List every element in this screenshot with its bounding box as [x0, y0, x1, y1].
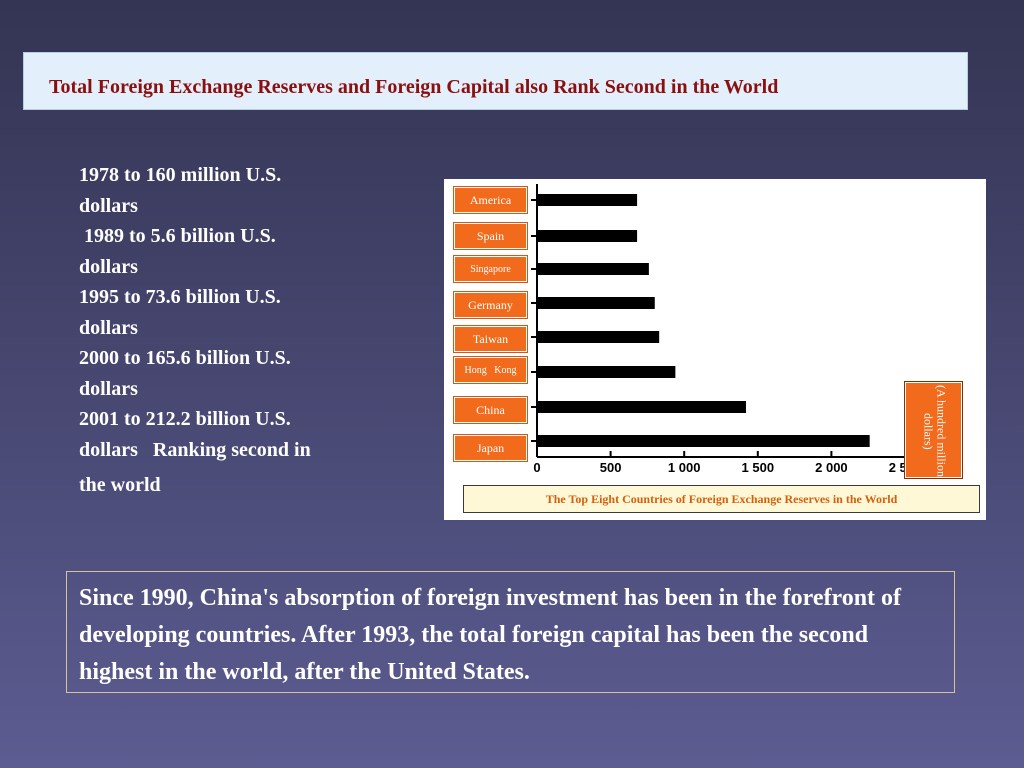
- bar-7: [537, 435, 870, 447]
- country-label: Taiwan: [453, 325, 528, 353]
- country-label: Japan: [453, 434, 528, 462]
- x-tick-label: 1 500: [742, 460, 775, 475]
- country-label: Germany: [453, 291, 528, 319]
- x-tick-label: 0: [533, 460, 540, 475]
- slide-title: Total Foreign Exchange Reserves and Fore…: [49, 76, 779, 98]
- growth-line: the world: [79, 474, 161, 496]
- growth-line: dollars: [79, 255, 138, 278]
- summary-text: Since 1990, China's absorption of foreig…: [79, 585, 902, 685]
- growth-line: 2000 to 165.6 billion U.S.: [79, 347, 291, 369]
- growth-line: 2001 to 212.2 billion U.S.: [79, 408, 291, 430]
- bar-3: [537, 297, 655, 309]
- growth-line: 1995 to 73.6 billion U.S.: [79, 286, 281, 308]
- country-label: Hong Kong: [453, 356, 528, 384]
- bar-1: [537, 230, 638, 242]
- summary-box: Since 1990, China's absorption of foreig…: [66, 571, 955, 693]
- chart-caption: The Top Eight Countries of Foreign Excha…: [463, 485, 980, 513]
- unit-label-box: (A hundred million dollars): [904, 381, 963, 479]
- country-label: Singapore: [453, 255, 528, 283]
- growth-line: dollars Ranking second in: [79, 438, 311, 461]
- bar-5: [537, 366, 676, 378]
- growth-line: dollars: [79, 194, 138, 217]
- growth-line: 1978 to 160 million U.S.: [79, 164, 282, 186]
- country-label: Spain: [453, 222, 528, 250]
- growth-line: dollars: [79, 377, 138, 400]
- x-tick-label: 1 000: [668, 460, 701, 475]
- title-box: Total Foreign Exchange Reserves and Fore…: [23, 52, 968, 110]
- growth-line: dollars: [79, 316, 138, 339]
- x-tick-label: 500: [600, 460, 622, 475]
- unit-label: (A hundred million dollars): [921, 385, 949, 477]
- reserves-growth-list: 1978 to 160 million U.S. dollars 1989 to…: [79, 160, 399, 501]
- country-label: America: [453, 186, 528, 214]
- growth-line: 1989 to 5.6 billion U.S.: [79, 225, 276, 247]
- x-tick-label: 2 000: [815, 460, 848, 475]
- bar-2: [537, 263, 649, 275]
- bar-0: [537, 194, 638, 206]
- bar-4: [537, 331, 660, 343]
- bar-6: [537, 401, 747, 413]
- country-label: China: [453, 396, 528, 424]
